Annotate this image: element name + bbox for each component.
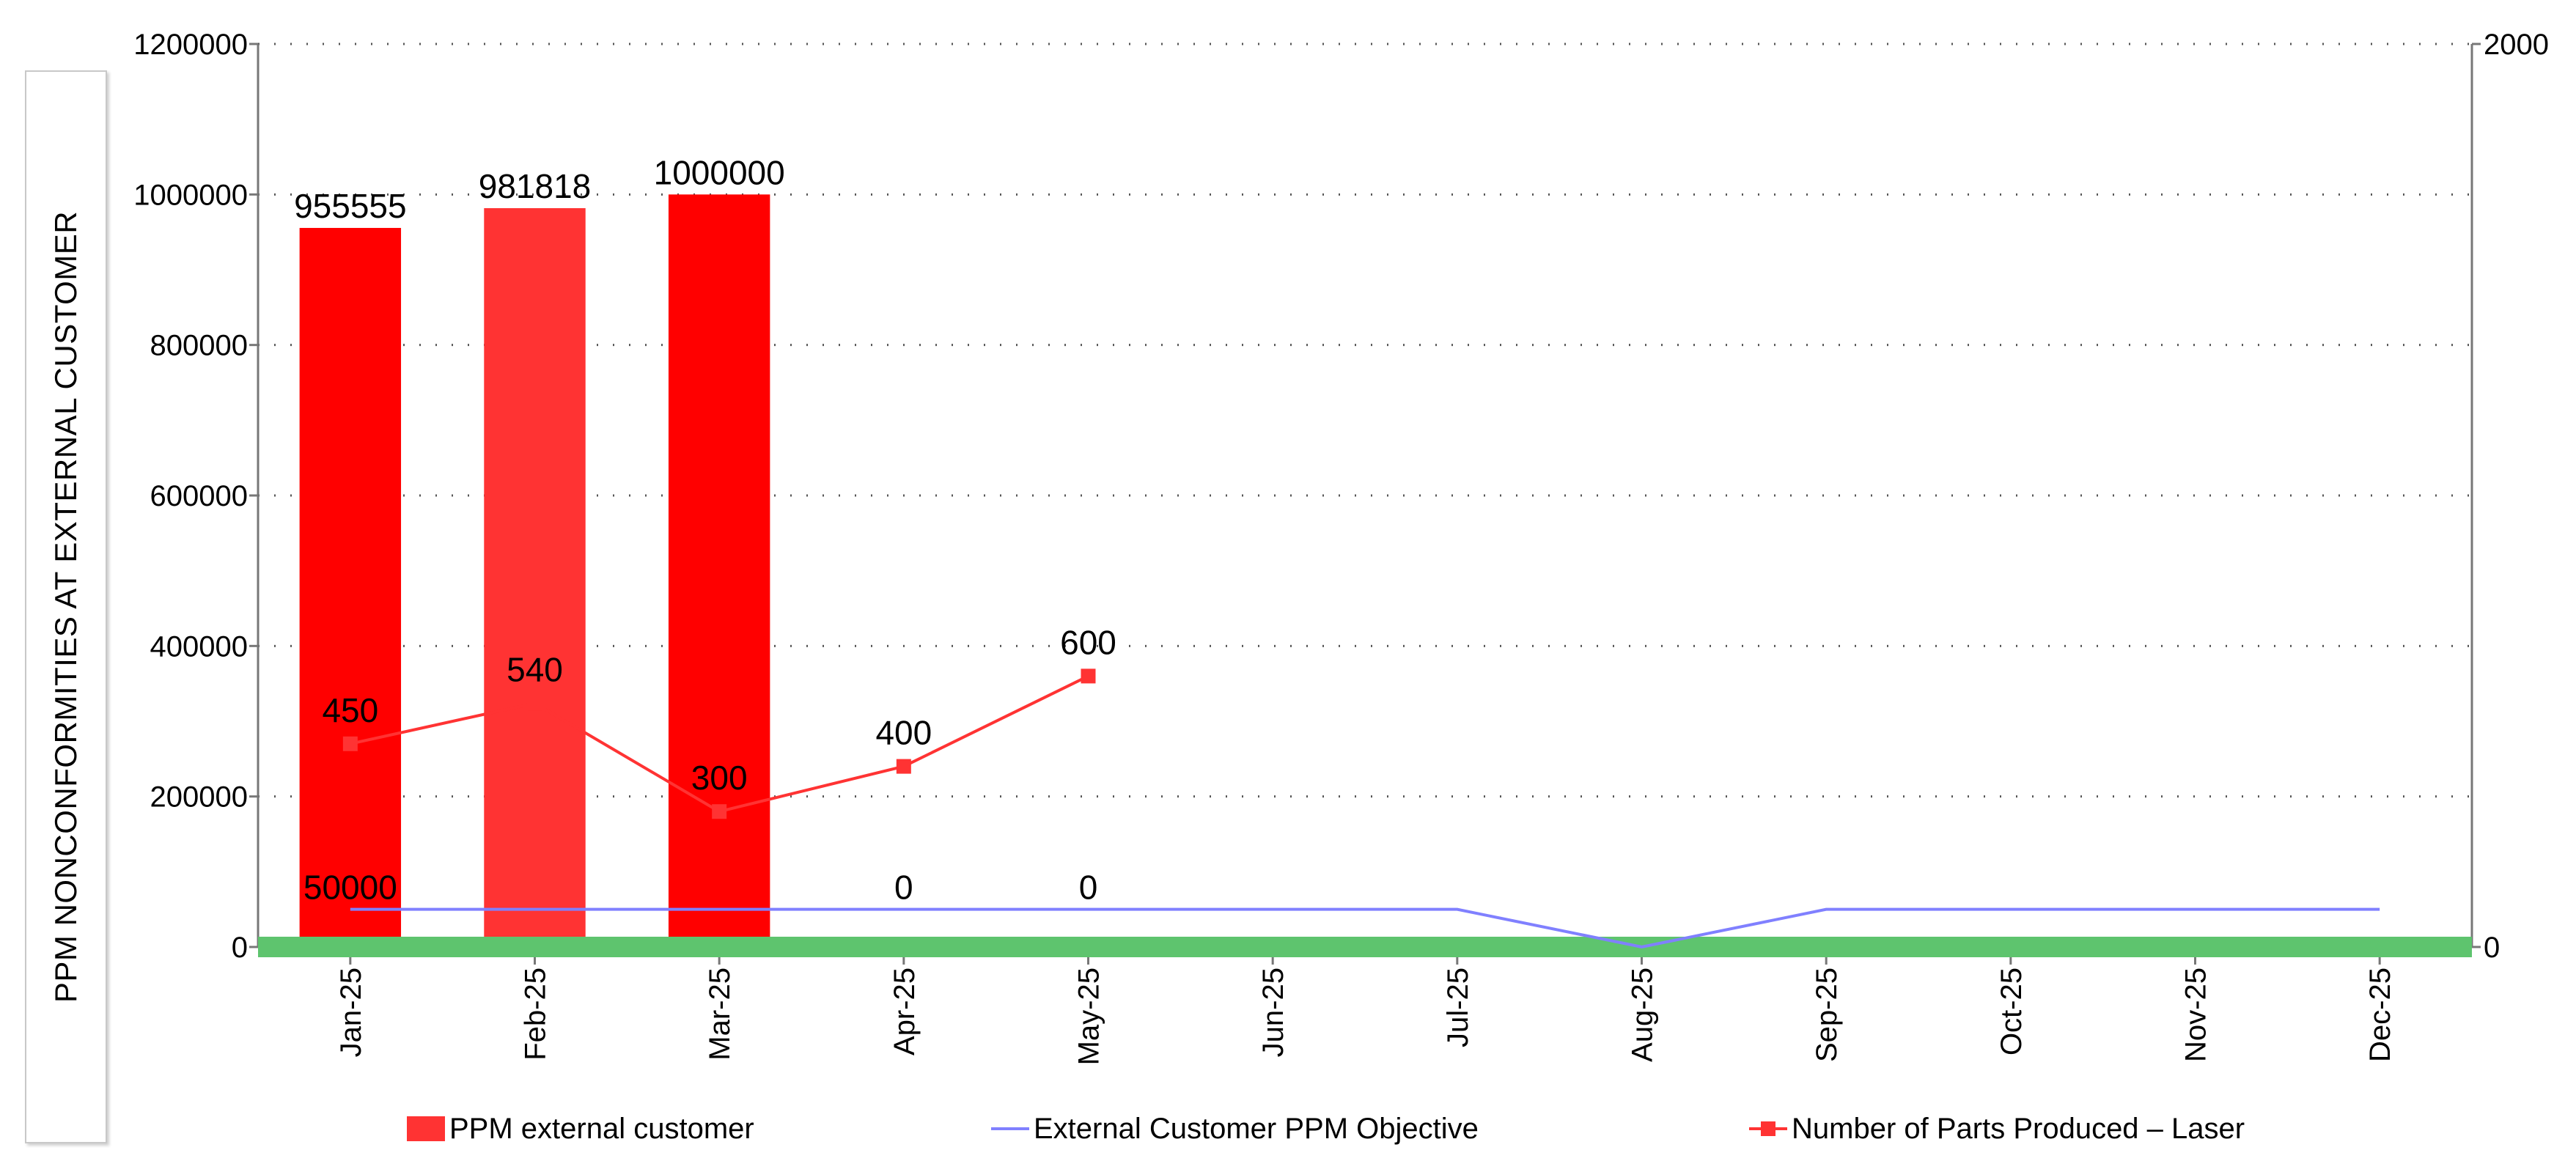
baseline (258, 937, 2472, 957)
parts-data-label: 450 (322, 691, 378, 729)
parts-data-label: 540 (507, 650, 563, 688)
parts-point (342, 736, 358, 751)
legend: PPM external customer External Customer … (0, 1103, 2576, 1154)
x-tick-label: Feb-25 (520, 968, 552, 1061)
y2-tick-label: 0 (2484, 932, 2500, 964)
y-tick-label: 0 (232, 932, 248, 964)
legend-item-ppm-external-customer: PPM external customer (407, 1103, 754, 1154)
y2-tick-label: 2000 (2484, 29, 2549, 61)
bar (668, 194, 770, 947)
objective-data-label: 0 (894, 869, 913, 907)
y-tick-label: 400000 (150, 630, 248, 663)
legend-item-parts-produced: Number of Parts Produced – Laser (1749, 1103, 2245, 1154)
bar-data-label: 955555 (294, 187, 407, 225)
parts-point (896, 759, 911, 774)
objective-data-label: 50000 (303, 869, 397, 907)
x-tick-label: May-25 (1073, 968, 1105, 1065)
parts-point (712, 804, 727, 819)
x-tick-label: Sep-25 (1811, 968, 1843, 1062)
legend-swatch-bar (407, 1116, 445, 1141)
x-tick-label: Jan-25 (335, 968, 367, 1057)
legend-swatch-line-marker (1749, 1116, 1787, 1141)
legend-swatch-line (991, 1127, 1029, 1130)
legend-label: PPM external customer (449, 1112, 754, 1145)
bar-data-label: 1000000 (654, 153, 785, 191)
x-axis-tick-labels: Jan-25 Feb-25 Mar-25 Apr-25 May-25 Jun-25 Jul-… (335, 968, 2396, 1065)
y2-axis-tick-labels: 0 2000 (2484, 29, 2549, 964)
legend-label: External Customer PPM Objective (1034, 1112, 1479, 1145)
baseline-band (258, 937, 2472, 957)
objective-series-line (350, 907, 2380, 949)
parts-data-label: 400 (875, 714, 932, 752)
x-tick-label: Nov-25 (2180, 968, 2212, 1062)
y-tick-label: 200000 (150, 781, 248, 814)
parts-point (527, 696, 542, 711)
parts-data-label: 300 (691, 759, 748, 797)
y-tick-label: 800000 (150, 330, 248, 362)
axes (249, 43, 2481, 965)
objective-line (350, 907, 2380, 949)
x-tick-label: Jul-25 (1442, 968, 1474, 1047)
x-tick-label: Oct-25 (1995, 968, 2028, 1055)
y-tick-label: 1000000 (133, 179, 248, 211)
legend-item-objective: External Customer PPM Objective (991, 1103, 1479, 1154)
legend-label: Number of Parts Produced – Laser (1792, 1112, 2245, 1145)
x-tick-label: Mar-25 (704, 968, 736, 1061)
y-axis-tick-labels: 0 200000 400000 600000 800000 1000000 1200000 (133, 29, 248, 964)
y-tick-label: 1200000 (133, 29, 248, 61)
bars (299, 194, 770, 948)
y-axis-label-box: PPM NONCONFORMITIES AT EXTERNAL CUSTOMER (25, 70, 107, 1143)
bar-data-label: 981818 (479, 167, 592, 205)
bar (299, 227, 402, 948)
x-tick-label: Dec-25 (2364, 968, 2396, 1062)
y-axis-label: PPM NONCONFORMITIES AT EXTERNAL CUSTOMER (48, 210, 83, 1003)
objective-data-label: 0 (1079, 869, 1098, 907)
bar (484, 208, 586, 947)
parts-point (1081, 668, 1096, 684)
gridlines (258, 43, 2472, 798)
y-tick-label: 600000 (150, 480, 248, 512)
x-tick-label: Apr-25 (888, 968, 921, 1055)
x-tick-label: Aug-25 (1627, 968, 1659, 1062)
parts-line (342, 668, 1096, 819)
x-tick-label: Jun-25 (1257, 968, 1289, 1057)
parts-data-label: 600 (1060, 623, 1116, 661)
